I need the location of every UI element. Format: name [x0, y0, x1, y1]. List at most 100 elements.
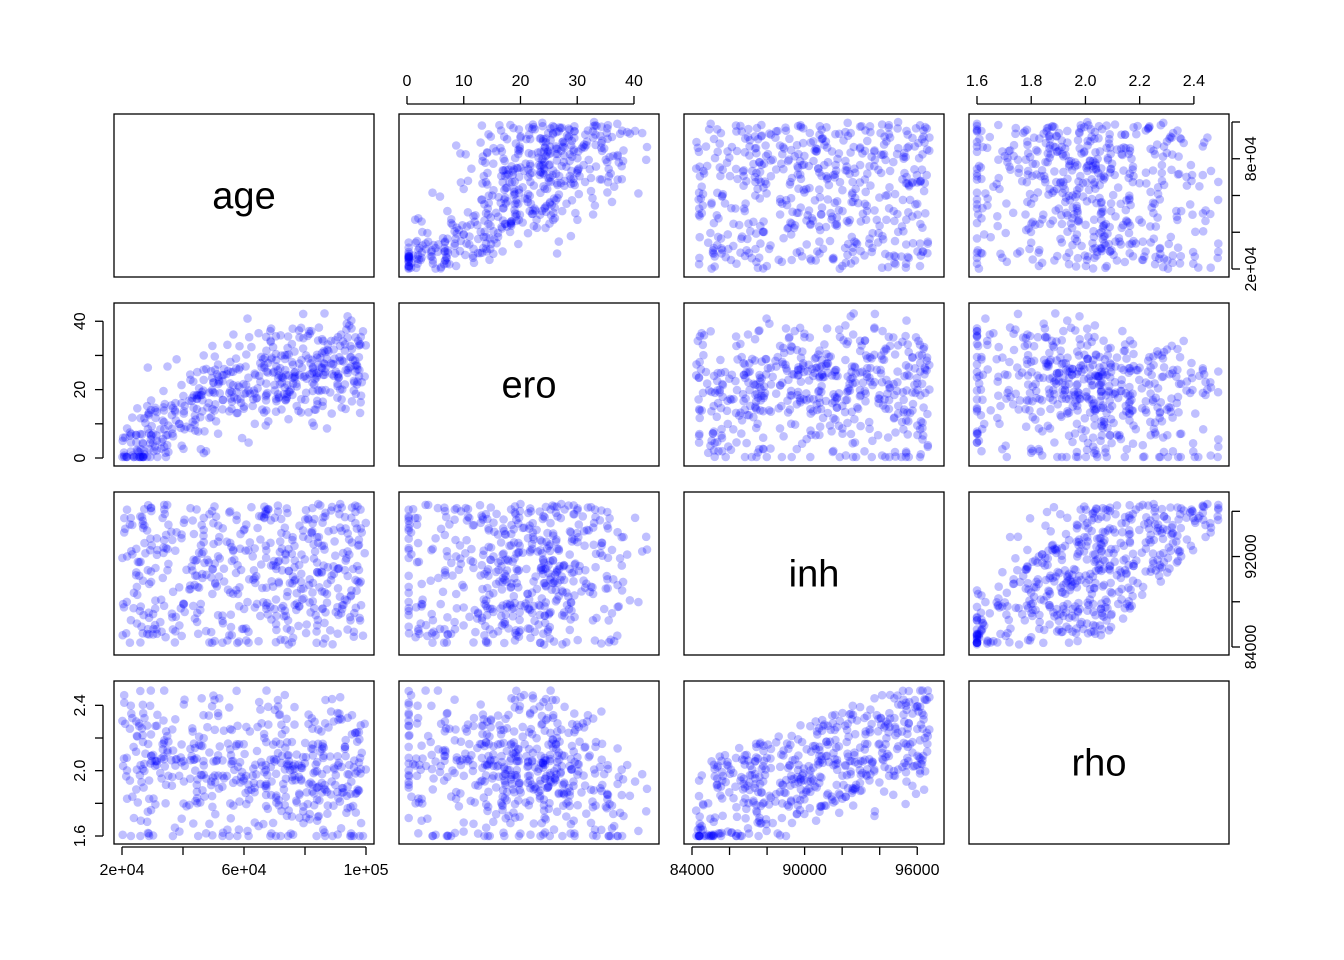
data-point	[739, 171, 748, 181]
data-point	[404, 257, 414, 267]
data-point	[870, 323, 879, 332]
data-point	[551, 142, 561, 151]
data-point	[1108, 190, 1118, 200]
data-point	[794, 184, 803, 193]
data-point	[1124, 228, 1134, 238]
data-point	[1097, 566, 1106, 576]
data-point	[806, 220, 815, 230]
data-point	[1100, 367, 1109, 377]
data-point	[404, 254, 414, 263]
data-point	[260, 733, 269, 743]
data-point	[477, 248, 487, 257]
data-point	[1082, 178, 1091, 187]
data-point	[872, 365, 882, 375]
data-point	[256, 560, 266, 569]
data-point	[318, 739, 328, 749]
data-point	[560, 505, 569, 514]
data-point	[1060, 144, 1070, 153]
data-point	[879, 140, 889, 149]
data-point	[119, 603, 129, 612]
data-point	[740, 251, 750, 261]
data-point	[328, 831, 337, 841]
data-point	[806, 219, 815, 229]
data-point	[406, 263, 416, 273]
data-point	[1138, 440, 1148, 450]
data-point	[443, 613, 452, 622]
data-point	[1148, 198, 1158, 208]
data-point	[309, 554, 319, 563]
data-point	[287, 357, 297, 367]
data-point	[750, 334, 760, 344]
data-point	[526, 177, 535, 187]
data-point	[771, 127, 781, 136]
data-point	[1073, 549, 1083, 558]
panel-age-vs-age: age	[113, 113, 375, 278]
data-point	[423, 500, 433, 510]
data-point	[908, 133, 917, 143]
data-point	[429, 627, 438, 636]
data-point	[923, 237, 933, 246]
data-point	[1028, 171, 1037, 181]
data-point	[496, 538, 506, 547]
data-point	[712, 125, 722, 134]
data-point	[794, 208, 803, 218]
data-point	[821, 396, 831, 406]
data-point	[1125, 500, 1134, 510]
data-point	[977, 352, 986, 362]
data-point	[427, 545, 436, 555]
data-point	[404, 505, 414, 514]
data-point	[882, 137, 891, 146]
data-point	[870, 155, 880, 165]
data-point	[569, 577, 578, 586]
data-point	[829, 170, 838, 180]
data-point	[597, 146, 607, 156]
data-point	[404, 263, 414, 272]
data-point	[571, 559, 580, 568]
data-point	[1165, 134, 1174, 143]
data-point	[831, 166, 841, 175]
data-point	[1093, 154, 1102, 164]
data-point	[161, 448, 170, 458]
data-point	[747, 166, 757, 176]
data-point	[1001, 228, 1010, 238]
data-point	[634, 597, 643, 607]
data-point	[860, 175, 870, 184]
data-point	[641, 155, 651, 165]
data-point	[196, 599, 206, 609]
data-point	[1112, 353, 1122, 362]
data-point	[411, 603, 421, 612]
data-point	[528, 124, 537, 134]
data-point	[1116, 240, 1126, 249]
data-point	[404, 571, 414, 581]
data-point	[1036, 171, 1045, 181]
data-point	[718, 191, 727, 201]
data-point	[326, 336, 336, 346]
data-point	[709, 134, 719, 144]
data-point	[1121, 554, 1131, 563]
data-point	[1033, 332, 1043, 342]
data-point	[565, 150, 575, 159]
data-point	[510, 209, 520, 218]
data-point	[514, 185, 524, 194]
data-point	[500, 619, 510, 629]
data-point	[314, 323, 324, 332]
data-point	[878, 235, 888, 244]
data-point	[1146, 222, 1155, 231]
data-point	[855, 143, 865, 152]
data-point	[753, 184, 762, 194]
data-point	[1156, 120, 1166, 130]
data-point	[475, 500, 485, 510]
data-point	[414, 255, 424, 264]
data-point	[442, 253, 452, 263]
data-point	[913, 210, 922, 219]
data-point	[414, 624, 423, 634]
data-point	[180, 401, 189, 411]
data-point	[815, 168, 824, 177]
data-point	[903, 179, 912, 188]
data-point	[1084, 332, 1093, 342]
data-point	[208, 589, 217, 599]
data-point	[778, 199, 787, 208]
data-point	[1144, 123, 1154, 132]
data-point	[817, 134, 826, 144]
data-point	[604, 616, 613, 625]
